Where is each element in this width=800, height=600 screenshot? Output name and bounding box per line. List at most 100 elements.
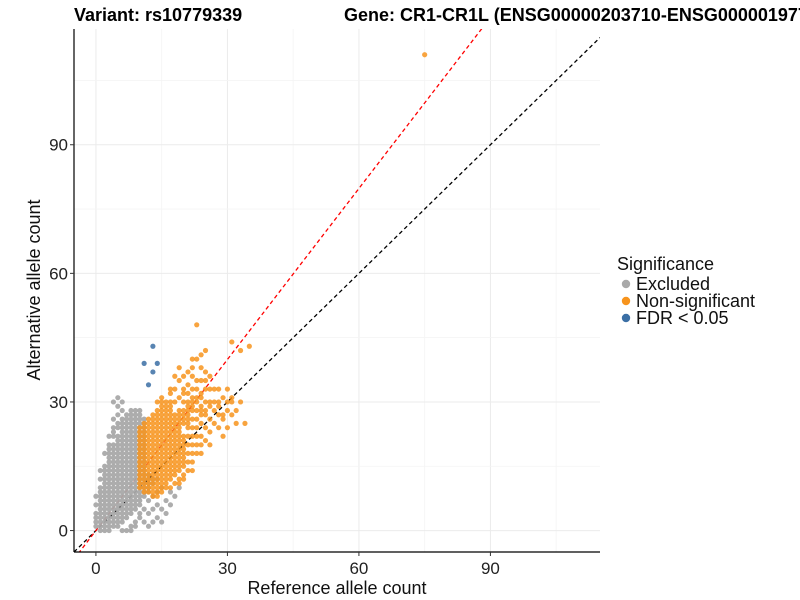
- data-point: [115, 519, 121, 525]
- legend-label: Excluded: [636, 274, 710, 294]
- data-point: [154, 489, 160, 495]
- data-point: [185, 433, 191, 439]
- data-point: [211, 399, 217, 405]
- data-point: [202, 425, 209, 431]
- data-point: [119, 399, 125, 405]
- data-point: [141, 485, 147, 491]
- data-point: [97, 506, 103, 512]
- data-point: [128, 425, 134, 431]
- data-point: [110, 416, 117, 422]
- data-point: [119, 476, 125, 482]
- data-point: [172, 459, 178, 465]
- data-point: [128, 450, 134, 457]
- data-point: [124, 459, 130, 465]
- data-point: [167, 463, 174, 469]
- data-point: [229, 395, 235, 401]
- data-point: [124, 416, 130, 422]
- data-point: [159, 412, 165, 418]
- data-point: [128, 463, 134, 469]
- data-point: [207, 386, 213, 392]
- data-point: [102, 527, 108, 534]
- data-point: [110, 497, 117, 504]
- data-point: [128, 420, 134, 426]
- data-point: [150, 467, 156, 474]
- data-point: [128, 493, 134, 499]
- data-point: [159, 437, 165, 444]
- data-point: [102, 472, 108, 478]
- data-point: [124, 437, 130, 444]
- data-point: [106, 433, 112, 439]
- data-point: [150, 420, 156, 426]
- data-point: [115, 506, 121, 512]
- data-point: [167, 450, 174, 457]
- data-point: [163, 407, 169, 414]
- data-point: [202, 407, 209, 414]
- data-point: [172, 399, 178, 405]
- data-point: [132, 407, 138, 414]
- data-point: [185, 425, 191, 431]
- data-point: [211, 420, 217, 426]
- data-point: [229, 339, 235, 345]
- data-point: [132, 442, 138, 448]
- data-point: [154, 429, 160, 435]
- data-point: [176, 446, 182, 452]
- legend-label: FDR < 0.05: [636, 308, 729, 328]
- data-point: [176, 377, 182, 384]
- data-point: [189, 356, 195, 362]
- data-point: [145, 459, 152, 465]
- data-point: [119, 527, 125, 534]
- data-point: [159, 446, 165, 452]
- data-point: [102, 489, 108, 495]
- data-point: [154, 472, 160, 478]
- data-point: [132, 425, 138, 431]
- data-point: [145, 489, 152, 495]
- data-point: [229, 399, 235, 405]
- data-point: [119, 455, 125, 461]
- data-point: [119, 493, 125, 499]
- data-point: [128, 442, 134, 448]
- data-point: [124, 472, 130, 478]
- data-point: [150, 485, 156, 491]
- data-point: [154, 450, 160, 457]
- data-point: [119, 480, 125, 487]
- data-point: [128, 476, 134, 482]
- data-point: [172, 420, 178, 426]
- data-point: [180, 373, 187, 379]
- data-point: [180, 450, 187, 457]
- data-point: [128, 527, 134, 534]
- data-point: [141, 420, 147, 426]
- data-point: [194, 377, 200, 384]
- data-point: [159, 416, 165, 422]
- data-point: [110, 463, 117, 469]
- data-point: [132, 437, 138, 444]
- data-point: [132, 493, 138, 499]
- data-point: [172, 429, 178, 435]
- data-point: [189, 450, 195, 457]
- data-point: [145, 425, 152, 431]
- data-point: [167, 472, 174, 478]
- data-point: [159, 407, 165, 414]
- data-point: [176, 480, 182, 487]
- data-point: [185, 382, 191, 388]
- data-point: [207, 373, 213, 379]
- data-point: [172, 437, 178, 444]
- data-point: [198, 433, 204, 439]
- y-tick-label: 60: [49, 264, 68, 283]
- data-point: [167, 459, 174, 465]
- data-point: [128, 467, 134, 474]
- data-point: [141, 489, 147, 495]
- data-point: [150, 480, 156, 487]
- data-point: [202, 399, 209, 405]
- data-point: [180, 463, 187, 469]
- data-point: [115, 523, 121, 529]
- data-point: [176, 459, 182, 465]
- data-point: [141, 450, 147, 457]
- data-point: [163, 485, 169, 491]
- data-point: [102, 502, 108, 508]
- data-point: [145, 446, 152, 452]
- data-point: [145, 485, 152, 491]
- data-point: [163, 442, 169, 448]
- data-point: [220, 433, 226, 439]
- data-point: [154, 502, 160, 508]
